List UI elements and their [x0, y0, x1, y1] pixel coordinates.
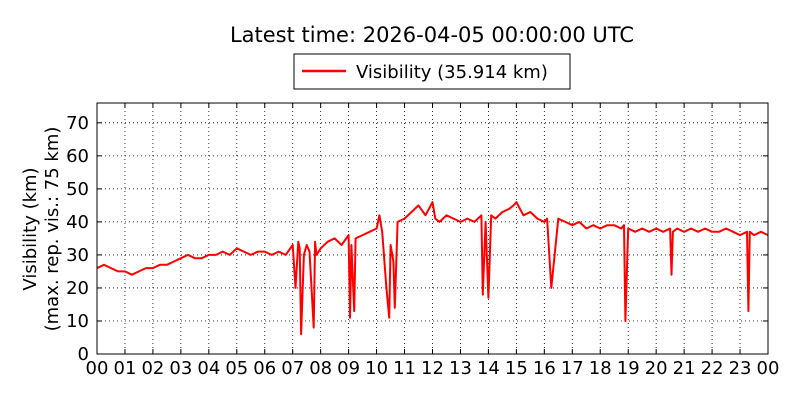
chart-title: Latest time: 2026-04-05 00:00:00 UTC — [230, 23, 634, 47]
y-tick-label: 0 — [78, 344, 89, 365]
series-line-visibility — [96, 201, 769, 336]
x-tick-label: 05 — [225, 358, 248, 379]
series-layer — [96, 201, 769, 336]
y-tick-label: 20 — [66, 278, 89, 299]
ticks — [96, 103, 769, 355]
x-tick-label: 10 — [365, 358, 388, 379]
x-tick-label: 21 — [673, 358, 696, 379]
legend: Visibility (35.914 km) — [293, 53, 571, 90]
y-tick-label: 50 — [66, 179, 89, 200]
x-tick-label: 18 — [589, 358, 612, 379]
x-tick-label: 07 — [281, 358, 304, 379]
plot-frame — [96, 102, 769, 355]
x-tick-label: 01 — [114, 358, 137, 379]
x-tick-label: 17 — [561, 358, 584, 379]
x-tick-label: 12 — [421, 358, 444, 379]
x-tick-label: 15 — [505, 358, 528, 379]
x-tick-label: 08 — [309, 358, 332, 379]
y-tick-labels: 0 10 20 30 40 50 60 70 — [66, 113, 89, 365]
x-tick-label: 19 — [617, 358, 640, 379]
x-tick-label: 04 — [197, 358, 220, 379]
x-tick-labels: 00 01 02 03 04 05 06 07 08 09 10 11 12 13 14 15 16 17 18 19… — [86, 358, 780, 379]
y-tick-label: 10 — [66, 311, 89, 332]
y-tick-label: 70 — [66, 113, 89, 134]
x-tick-label: 22 — [701, 358, 724, 379]
x-tick-label: 14 — [477, 358, 500, 379]
y-axis-label-line-1: Visibility (km) — [20, 167, 41, 290]
y-tick-label: 30 — [66, 245, 89, 266]
x-tick-label: 20 — [645, 358, 668, 379]
x-tick-label: 13 — [449, 358, 472, 379]
y-tick-label: 60 — [66, 146, 89, 167]
x-tick-label: 11 — [393, 358, 416, 379]
x-tick-label: 16 — [533, 358, 556, 379]
y-axis-label: Visibility (km) (max. rep. vis.: 75 km) — [20, 127, 63, 332]
y-tick-label: 40 — [66, 212, 89, 233]
x-tick-label: 09 — [337, 358, 360, 379]
x-tick-label: 00 — [757, 358, 780, 379]
y-axis-label-line-2: (max. rep. vis.: 75 km) — [42, 127, 63, 332]
x-tick-label: 23 — [729, 358, 752, 379]
x-tick-label: 02 — [141, 358, 164, 379]
x-tick-label: 00 — [86, 358, 109, 379]
legend-label: Visibility (35.914 km) — [356, 62, 548, 83]
x-tick-label: 06 — [253, 358, 276, 379]
x-tick-label: 03 — [169, 358, 192, 379]
grid — [97, 103, 768, 354]
